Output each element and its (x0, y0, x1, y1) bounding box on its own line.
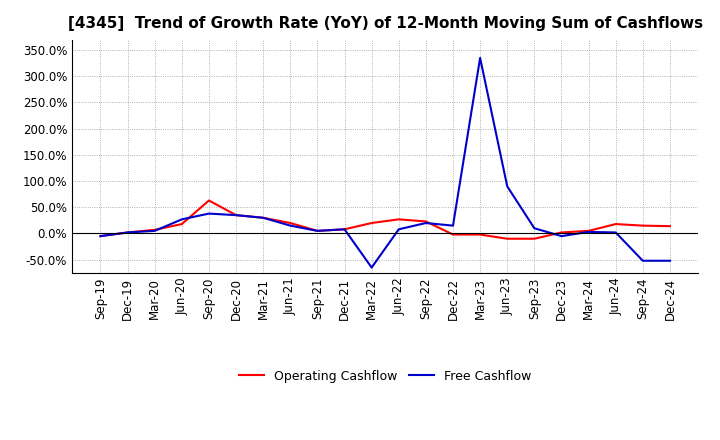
Free Cashflow (503, 183, 511, 189)
Operating Cashflow (232, 213, 240, 218)
Operating Cashflow (204, 198, 213, 203)
Operating Cashflow (503, 236, 511, 242)
Free Cashflow (639, 258, 647, 264)
Operating Cashflow (341, 227, 349, 232)
Free Cashflow (341, 227, 349, 232)
Title: [4345]  Trend of Growth Rate (YoY) of 12-Month Moving Sum of Cashflows: [4345] Trend of Growth Rate (YoY) of 12-… (68, 16, 703, 32)
Operating Cashflow (530, 236, 539, 242)
Free Cashflow (665, 258, 674, 264)
Operating Cashflow (367, 220, 376, 226)
Free Cashflow (449, 223, 457, 228)
Operating Cashflow (259, 215, 268, 220)
Free Cashflow (530, 226, 539, 231)
Free Cashflow (286, 223, 294, 228)
Operating Cashflow (449, 232, 457, 237)
Free Cashflow (421, 220, 430, 226)
Operating Cashflow (286, 220, 294, 226)
Operating Cashflow (665, 224, 674, 229)
Free Cashflow (367, 265, 376, 270)
Free Cashflow (557, 234, 566, 239)
Free Cashflow (584, 229, 593, 235)
Operating Cashflow (313, 228, 322, 234)
Free Cashflow (313, 228, 322, 234)
Operating Cashflow (476, 232, 485, 237)
Line: Free Cashflow: Free Cashflow (101, 58, 670, 268)
Operating Cashflow (421, 219, 430, 224)
Operating Cashflow (584, 228, 593, 234)
Free Cashflow (611, 230, 620, 235)
Free Cashflow (204, 211, 213, 216)
Free Cashflow (232, 213, 240, 218)
Free Cashflow (178, 217, 186, 222)
Operating Cashflow (150, 227, 159, 232)
Free Cashflow (123, 230, 132, 235)
Legend: Operating Cashflow, Free Cashflow: Operating Cashflow, Free Cashflow (233, 365, 537, 388)
Operating Cashflow (395, 217, 403, 222)
Operating Cashflow (639, 223, 647, 228)
Free Cashflow (259, 215, 268, 220)
Free Cashflow (476, 55, 485, 61)
Operating Cashflow (557, 230, 566, 235)
Free Cashflow (96, 234, 105, 239)
Operating Cashflow (611, 221, 620, 227)
Operating Cashflow (123, 230, 132, 235)
Free Cashflow (395, 227, 403, 232)
Line: Operating Cashflow: Operating Cashflow (101, 201, 670, 239)
Operating Cashflow (96, 234, 105, 239)
Free Cashflow (150, 228, 159, 234)
Operating Cashflow (178, 221, 186, 227)
